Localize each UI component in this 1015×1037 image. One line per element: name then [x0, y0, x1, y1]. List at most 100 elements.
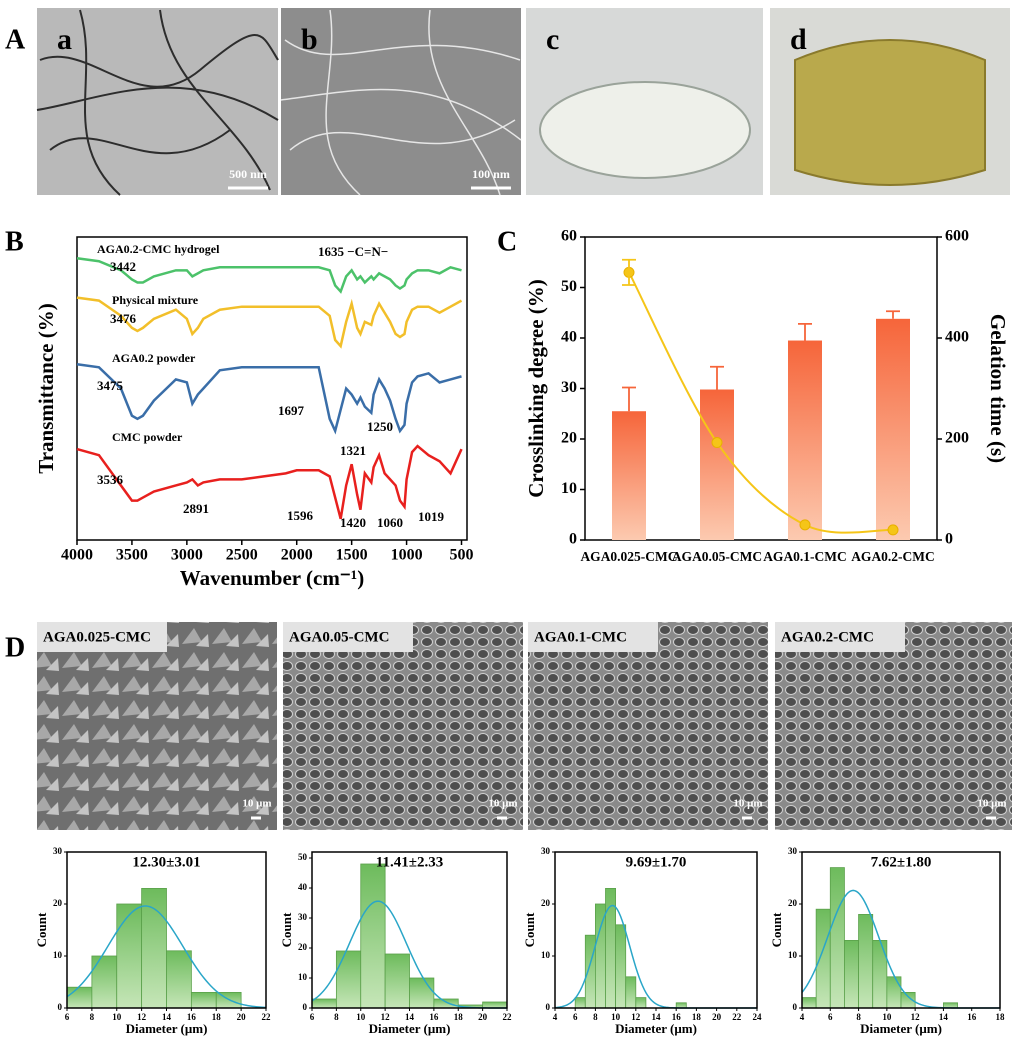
- x-tick-label: 1500: [336, 547, 368, 564]
- photo-label: d: [790, 23, 807, 56]
- y-axis-label: Count: [522, 912, 537, 947]
- hist-bar: [433, 998, 459, 1009]
- line-point: [711, 437, 723, 449]
- y-tick-label: 10: [298, 972, 308, 982]
- series-label: AGA0.2 powder: [112, 351, 196, 365]
- y-axis-label: Transmittance (%): [34, 303, 58, 474]
- line-point: [799, 519, 811, 531]
- x-tick-label: 20: [478, 1012, 488, 1022]
- x-tick-label: AGA0.2-CMC: [851, 549, 935, 564]
- hist-bar: [311, 998, 337, 1009]
- y2-tick-label: 0: [945, 531, 953, 548]
- annotation: 1635 −C=N−: [318, 244, 388, 259]
- hist-bar: [409, 977, 435, 1009]
- annotation: 3442: [110, 259, 136, 274]
- annotation: 1596: [287, 508, 314, 523]
- y-tick-label: 20: [561, 430, 577, 447]
- x-tick-label: 10: [356, 1012, 366, 1022]
- hist-bar: [482, 1001, 508, 1009]
- x-tick-label: AGA0.1-CMC: [763, 549, 847, 564]
- x-tick-label: 16: [429, 1012, 439, 1022]
- spectrum-line: [76, 444, 463, 520]
- x-tick-label: 22: [732, 1012, 742, 1022]
- scale-bar-label: 100 nm: [472, 167, 510, 181]
- y-tick-label: 50: [561, 278, 577, 295]
- x-tick-label: 6: [828, 1012, 833, 1022]
- hist-bar: [384, 953, 410, 1009]
- fibers: [280, 9, 522, 196]
- x-tick-label: 12: [137, 1012, 147, 1022]
- series-label: Physical mixture: [112, 293, 199, 307]
- x-tick-label: 1000: [391, 547, 423, 564]
- label-box: [528, 622, 658, 652]
- annotation: 1019: [418, 509, 445, 524]
- scale-bar-label: 10 μm: [242, 798, 271, 810]
- x-tick-label: 16: [967, 1012, 977, 1022]
- x-tick-label: 14: [652, 1012, 662, 1022]
- y2-tick-label: 400: [945, 329, 969, 346]
- y-tick-label: 10: [53, 950, 63, 960]
- hist-bar: [360, 863, 386, 1009]
- hist-title: 7.62±1.80: [871, 854, 932, 870]
- y-tick-label: 60: [561, 228, 577, 245]
- y-tick-label: 30: [53, 846, 63, 856]
- scale-bar-label: 10 μm: [733, 798, 762, 810]
- x-axis-label: Diameter (μm): [369, 1021, 451, 1036]
- hist-bar: [815, 908, 831, 1009]
- x-axis-label: Diameter (μm): [615, 1021, 697, 1036]
- x-tick-label: 2000: [281, 547, 313, 564]
- y-tick-label: 30: [298, 912, 308, 922]
- hist-bar: [335, 950, 362, 1009]
- x-tick-label: 8: [90, 1012, 95, 1022]
- x-tick-label: 14: [162, 1012, 172, 1022]
- y-tick-label: 0: [793, 1002, 798, 1012]
- hist-bar: [584, 934, 596, 1009]
- hist-bar: [625, 976, 637, 1009]
- sem-image: [37, 622, 277, 830]
- photo-label: c: [546, 23, 559, 56]
- x-tick-label: 8: [856, 1012, 861, 1022]
- x-tick-label: 24: [753, 1012, 763, 1022]
- x-tick-label: 2500: [226, 547, 258, 564]
- hist-title: 9.69±1.70: [626, 854, 687, 870]
- x-tick-label: 18: [212, 1012, 222, 1022]
- panel-letter: A: [5, 24, 26, 55]
- photo-b: [281, 8, 521, 195]
- x-tick-label: 10: [112, 1012, 122, 1022]
- sem-image: [528, 622, 768, 830]
- hist-bar: [91, 955, 118, 1009]
- y-axis-label: Crosslinking degree (%): [524, 279, 548, 498]
- bar: [700, 389, 734, 540]
- hist-bar: [872, 940, 888, 1009]
- y-tick-label: 20: [541, 898, 551, 908]
- scale-bar-label: 500 nm: [229, 167, 267, 181]
- x-tick-label: 6: [310, 1012, 315, 1022]
- hist-bar: [635, 997, 647, 1009]
- x-tick-label: 4: [800, 1012, 805, 1022]
- y2-axis-label: Gelation time (s): [986, 314, 1010, 463]
- x-tick-label: 16: [187, 1012, 197, 1022]
- hist-bar: [615, 924, 627, 1009]
- x-axis-label: Diameter (μm): [126, 1021, 208, 1036]
- photo-label: b: [301, 23, 318, 56]
- x-tick-label: 500: [450, 547, 474, 564]
- hist-bar: [574, 997, 586, 1009]
- scale-bar-label: 10 μm: [488, 798, 517, 810]
- annotation: 1420: [340, 515, 366, 530]
- sem-label: AGA0.025-CMC: [43, 629, 151, 645]
- x-tick-label: 3000: [171, 547, 203, 564]
- y-tick-label: 0: [546, 1002, 551, 1012]
- bar: [612, 411, 646, 540]
- x-tick-label: 6: [573, 1012, 578, 1022]
- gel: [794, 39, 986, 186]
- y2-tick-label: 200: [945, 430, 969, 447]
- bar: [788, 340, 822, 540]
- gel: [539, 81, 751, 179]
- x-tick-label: 18: [454, 1012, 464, 1022]
- x-tick-label: 8: [334, 1012, 339, 1022]
- x-tick-label: 14: [405, 1012, 415, 1022]
- label-box: [283, 622, 413, 652]
- series-label: AGA0.2-CMC hydrogel: [97, 242, 220, 256]
- hist-bar: [595, 903, 606, 1009]
- x-axis-label: Wavenumber (cm⁻¹): [180, 566, 364, 590]
